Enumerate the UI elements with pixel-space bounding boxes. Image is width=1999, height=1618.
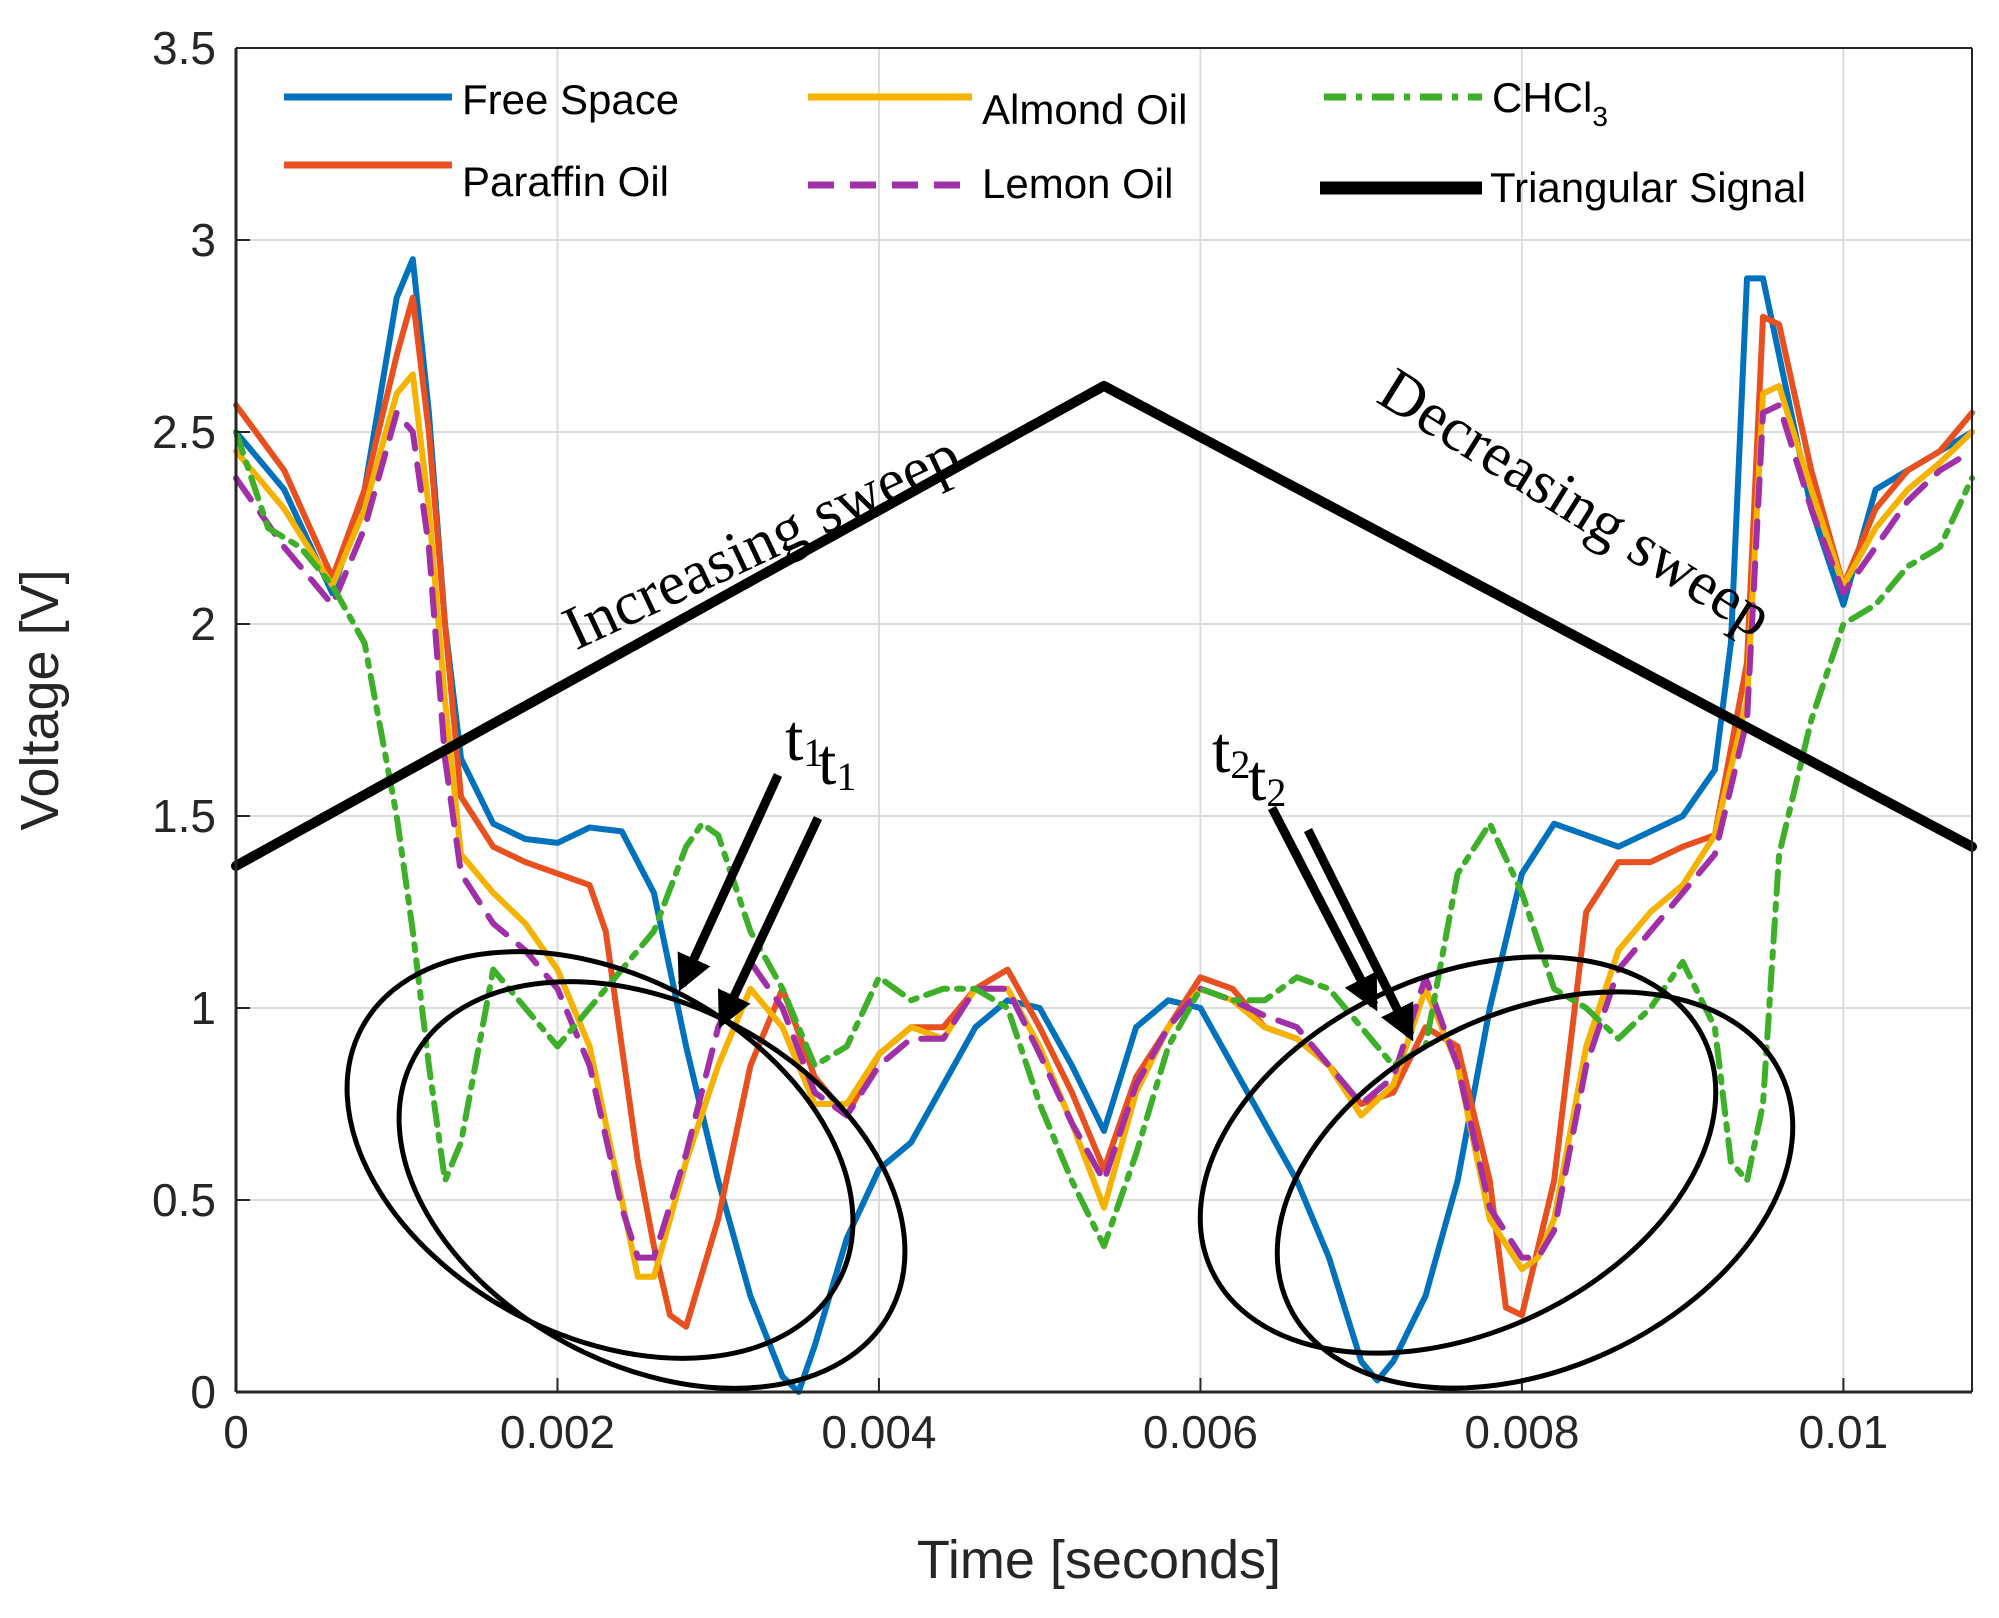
annotation-t1-b-main: t: [818, 726, 836, 799]
series-line-almond-oil: [233, 371, 1975, 1280]
x-tick-label-3: 0.006: [1143, 1406, 1258, 1458]
tick-labels: 0 0.002 0.004 0.006 0.008 0.01 0 0.5 1 1.5 2 2.5 3 3.…: [152, 22, 1888, 1458]
ellipse-t1-b: [396, 979, 908, 1391]
series-line-paraffin-oil: [233, 294, 1975, 1330]
annotation-t1-a-sub: 1: [803, 730, 823, 775]
series-line-chcl3: [233, 429, 1975, 1250]
y-axis-label: Voltage [V]: [10, 569, 70, 830]
y-tick-label-3: 1.5: [152, 790, 216, 842]
legend-label-paraffin-oil: Paraffin Oil: [462, 158, 669, 205]
y-tick-label-4: 2: [190, 598, 216, 650]
legend-label-free-space: Free Space: [462, 76, 679, 123]
highlight-ellipses: [344, 949, 1796, 1391]
series-line-triangular-signal: [231, 380, 1977, 871]
annotation-t2-a-main: t: [1212, 714, 1230, 787]
ellipse-t2-a: [1197, 954, 1719, 1356]
annotation-t2-a: t2: [1212, 714, 1250, 787]
legend-label-almond-oil: Almond Oil: [982, 86, 1187, 133]
arrow-t2-a: [1268, 805, 1378, 1012]
annotation-t2-b-sub: 2: [1266, 770, 1286, 815]
x-tick-label-4: 0.008: [1464, 1406, 1579, 1458]
annotation-t1-b: t1: [818, 726, 856, 799]
annotation-arrows: [677, 773, 1415, 1042]
x-tick-label-2: 0.004: [821, 1406, 936, 1458]
annotation-t1-b-sub: 1: [836, 754, 856, 799]
legend-label-triangular-signal: Triangular Signal: [1490, 164, 1806, 211]
legend-label-chcl3-main: CHCl: [1492, 74, 1592, 121]
annotation-t2-b: t2: [1248, 742, 1286, 815]
annotation-t1-a: t1: [785, 702, 823, 775]
y-tick-label-1: 0.5: [152, 1174, 216, 1226]
annotation-t1-a-main: t: [785, 702, 803, 775]
y-tick-label-5: 2.5: [152, 406, 216, 458]
ellipse-t2-b: [1274, 989, 1796, 1391]
annotation-t2-b-main: t: [1248, 742, 1266, 815]
y-tick-label-7: 3.5: [152, 22, 216, 74]
arrow-t1-a: [677, 773, 783, 992]
x-tick-label-1: 0.002: [500, 1406, 615, 1458]
series-line-free-space: [233, 256, 1975, 1395]
arrow-t2-b: [1303, 827, 1415, 1042]
y-tick-label-2: 1: [190, 982, 216, 1034]
legend-label-chcl3: CHCl3: [1492, 74, 1608, 132]
x-tick-label-0: 0: [223, 1406, 249, 1458]
legend-label-chcl3-sub: 3: [1592, 101, 1608, 132]
axes: [234, 47, 1973, 1394]
series-layer: [231, 256, 1977, 1395]
y-tick-label-6: 3: [190, 214, 216, 266]
annotation-t2-a-sub: 2: [1230, 742, 1250, 787]
x-axis-label: Time [seconds]: [917, 1530, 1281, 1590]
y-tick-label-0: 0: [190, 1366, 216, 1418]
legend: Free Space Paraffin Oil Almond Oil Lemon…: [284, 74, 1806, 211]
x-tick-label-5: 0.01: [1799, 1406, 1889, 1458]
legend-label-lemon-oil: Lemon Oil: [982, 160, 1173, 207]
arrow-t1-b: [717, 816, 823, 1029]
